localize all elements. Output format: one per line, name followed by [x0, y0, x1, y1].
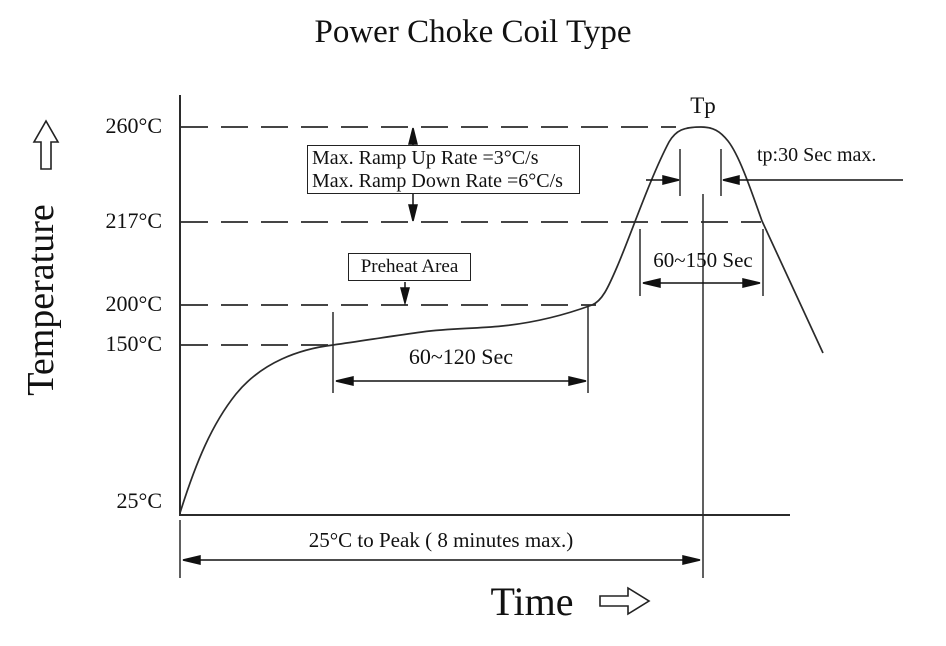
ramp-up-arrowhead — [408, 127, 418, 145]
ramp-down-rate-text: Max. Ramp Down Rate =6°C/s — [312, 170, 563, 192]
y-tick-150c: 150°C — [105, 331, 162, 356]
temperature-up-arrow-icon — [32, 119, 60, 170]
peak-duration-label: tp:30 Sec max. — [757, 144, 877, 166]
reflow-arrowhead-right — [742, 278, 761, 288]
page-title: Power Choke Coil Type — [314, 14, 632, 50]
time-right-arrow-icon — [599, 586, 651, 616]
ramp-down-arrowhead — [408, 204, 418, 222]
x-axis-label: Time — [490, 579, 574, 624]
dimension-arrows — [182, 127, 903, 565]
tp-arrowhead-right — [722, 175, 740, 185]
preheat-area-callout-box: Preheat Area — [348, 253, 471, 281]
soak-arrowhead-left — [335, 376, 354, 386]
total-arrowhead-right — [682, 555, 701, 565]
preheat-arrowhead — [400, 287, 410, 306]
y-tick-200c: 200°C — [105, 291, 162, 316]
total-duration-label: 25°C to Peak ( 8 minutes max.) — [308, 528, 574, 552]
reflow-arrowhead-left — [642, 278, 661, 288]
tp-arrowhead-left — [662, 175, 680, 185]
total-arrowhead-left — [182, 555, 201, 565]
y-tick-260c: 260°C — [105, 113, 162, 138]
y-tick-25c: 25°C — [116, 488, 162, 513]
ramp-up-rate-text: Max. Ramp Up Rate =3°C/s — [312, 147, 539, 169]
profile-curve — [179, 126, 824, 514]
y-tick-217c: 217°C — [105, 208, 162, 233]
extension-ticks — [179, 149, 764, 578]
reflow-duration-label: 60~150 Sec — [653, 248, 753, 272]
peak-temperature-label: Tp — [690, 93, 716, 118]
reference-lines — [181, 126, 761, 346]
soak-arrowhead-right — [568, 376, 587, 386]
preheat-duration-label: 60~120 Sec — [408, 344, 514, 369]
axes — [179, 95, 790, 516]
ramp-rate-callout-box: Max. Ramp Up Rate =3°C/s Max. Ramp Down … — [307, 145, 580, 194]
